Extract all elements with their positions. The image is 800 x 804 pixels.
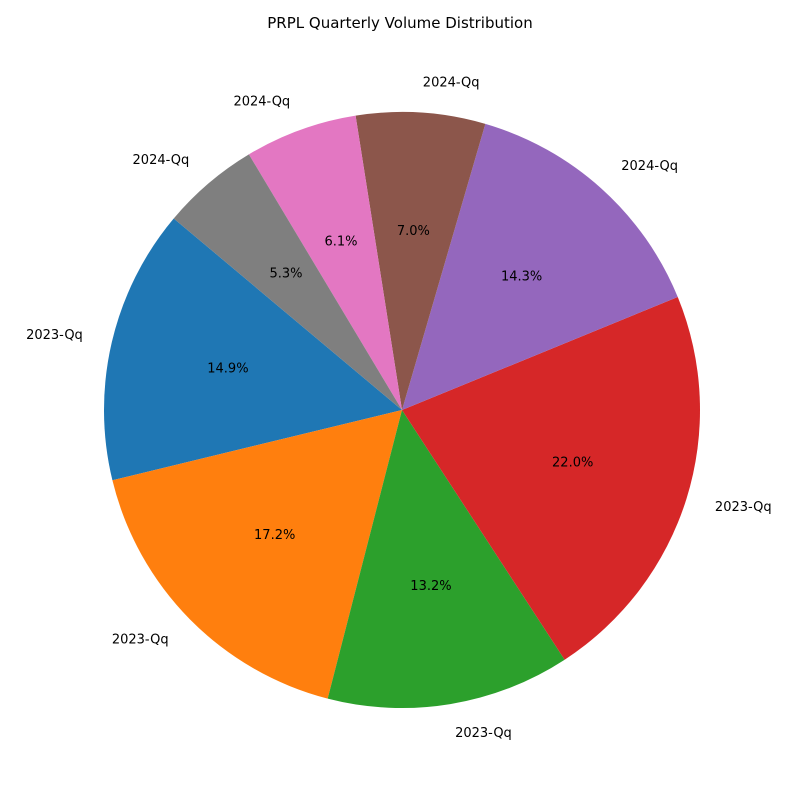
pie-slice-4 (402, 297, 700, 660)
slice-percentage-1: 14.9% (207, 362, 248, 377)
slice-percentage-3: 13.2% (410, 579, 451, 594)
pie-slices (103, 112, 700, 708)
percentage-labels: 14.9% 17.2% 13.2% 22.0% 14.3% 7.0% 6.1% 5.3% (207, 224, 593, 594)
slice-labels: 2023-Qq 2023-Qq 2023-Qq 2023-Qq 2024-Qq 2024-… (26, 75, 772, 741)
pie-slice-1 (103, 218, 402, 481)
slice-percentage-6: 7.0% (397, 224, 430, 239)
pie-slice-5 (402, 123, 678, 410)
slice-label-7: 2024-Qq (233, 94, 290, 109)
slice-label-1: 2023-Qq (26, 328, 83, 343)
pie-slice-2 (112, 410, 403, 699)
slice-label-3: 2023-Qq (455, 726, 512, 741)
slice-percentage-7: 6.1% (325, 234, 358, 249)
slice-label-5: 2024-Qq (621, 159, 678, 174)
pie-slice-8 (173, 154, 402, 410)
slice-label-2: 2023-Qq (112, 633, 169, 648)
pie-slice-7 (248, 115, 402, 410)
pie-slice-3 (327, 410, 565, 708)
slice-percentage-2: 17.2% (254, 528, 295, 543)
slice-label-4: 2023-Qq (715, 500, 772, 515)
chart-title: PRPL Quarterly Volume Distribution (267, 14, 533, 32)
slice-percentage-8: 5.3% (269, 266, 302, 281)
slice-percentage-4: 22.0% (552, 456, 593, 471)
slice-percentage-5: 14.3% (501, 270, 542, 285)
pie-slice-6 (355, 112, 486, 411)
slice-label-8: 2024-Qq (133, 153, 190, 168)
slice-label-6: 2024-Qq (423, 75, 480, 90)
